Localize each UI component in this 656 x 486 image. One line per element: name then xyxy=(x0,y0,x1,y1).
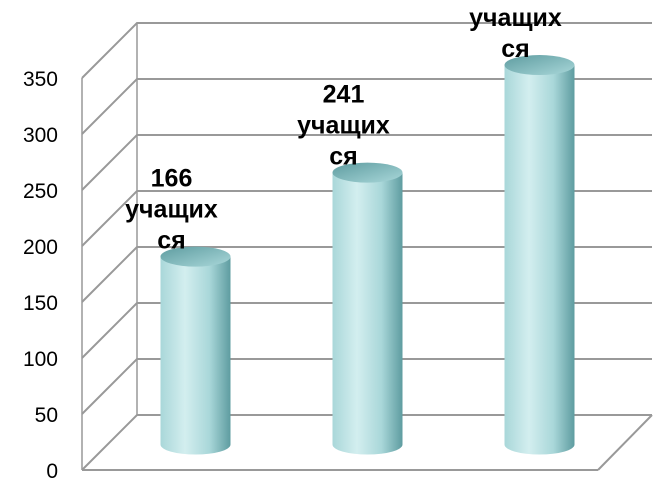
data-label: 241 xyxy=(323,81,365,109)
gridline xyxy=(81,414,652,471)
bar-body xyxy=(332,172,403,455)
data-label: 166 xyxy=(151,165,193,193)
data-label: 337 xyxy=(495,0,537,1)
gridline xyxy=(81,246,652,303)
data-label: ся xyxy=(329,143,358,171)
data-label: учащих xyxy=(297,112,390,140)
bar-body xyxy=(160,256,231,455)
bar xyxy=(332,162,403,455)
bar xyxy=(160,246,231,455)
y-axis: 0 50 100 150 200 250 300 350 xyxy=(23,68,83,483)
gridline xyxy=(81,134,652,191)
data-label: учащих xyxy=(125,196,218,224)
y-tick-label: 300 xyxy=(23,124,58,147)
data-label: учащих xyxy=(469,4,562,32)
data-labels: 166 учащих ся 241 учащих ся 337 учащих ся xyxy=(125,0,562,255)
gridline xyxy=(81,358,652,415)
gridline xyxy=(81,302,652,359)
bar-top xyxy=(504,55,575,76)
bar xyxy=(504,55,575,455)
gridline xyxy=(81,78,652,135)
data-label: ся xyxy=(157,227,186,255)
gridlines xyxy=(81,22,653,471)
floor-right-edge xyxy=(597,414,653,471)
y-tick-label: 50 xyxy=(35,404,58,427)
y-tick-label: 0 xyxy=(46,460,58,483)
y-tick-label: 150 xyxy=(23,292,58,315)
data-label: ся xyxy=(501,35,530,63)
bar-body xyxy=(504,65,575,455)
bar-top xyxy=(332,162,403,183)
bars xyxy=(160,55,575,455)
gridline xyxy=(81,190,652,247)
bar-top xyxy=(160,246,231,267)
y-tick-label: 250 xyxy=(23,180,58,203)
y-tick-label: 100 xyxy=(23,348,58,371)
y-tick-label: 350 xyxy=(23,68,58,91)
y-tick-label: 200 xyxy=(23,236,58,259)
gridline xyxy=(81,22,652,79)
